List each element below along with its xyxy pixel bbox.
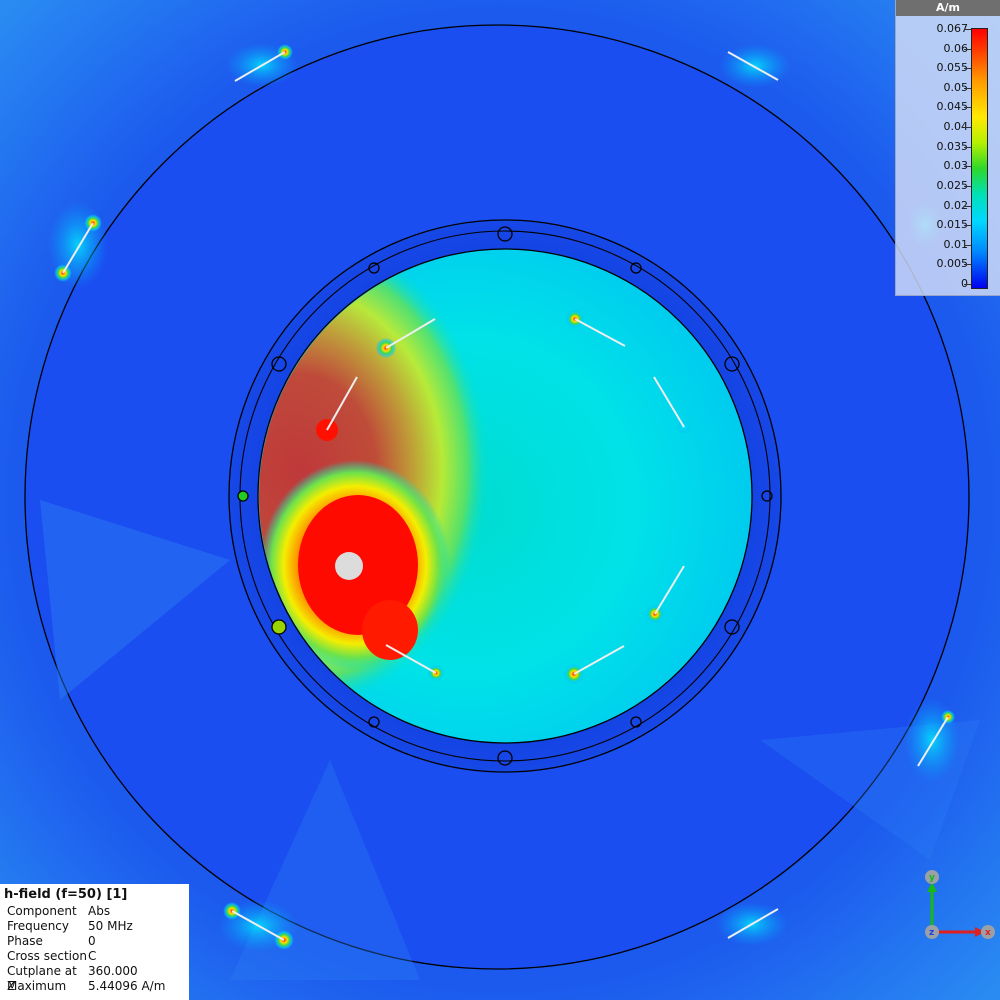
result-info-box: h-field (f=50) [1] Component Abs Frequency…: [0, 884, 189, 1000]
property-key: Maximum: [7, 979, 67, 993]
color-legend: A/m ▲ ▼ 0.0670.060.0550.050.0450.040.035…: [895, 0, 1000, 296]
bolt-hole: [271, 356, 287, 372]
x-axis-label: x: [985, 928, 991, 938]
probe-disk: [335, 552, 363, 580]
legend-unit: A/m: [896, 0, 1000, 16]
legend-tick-mark: [964, 48, 971, 50]
property-row: Cross section C: [4, 949, 189, 964]
legend-tick-label: 0.03: [943, 159, 969, 173]
y-axis-arrow-icon: [927, 882, 937, 892]
legend-tick-mark: [964, 29, 971, 30]
property-key: Component: [7, 904, 77, 918]
bolt-hole: [724, 356, 740, 372]
bolt-holes: [237, 226, 773, 766]
legend-tick-label: 0.005: [936, 257, 969, 271]
z-axis-badge: [925, 925, 939, 939]
property-value: 360.000: [88, 964, 138, 978]
property-value: 50 MHz: [88, 919, 133, 933]
legend-tick-label: 0.015: [936, 218, 969, 232]
legend-tick-mark: [964, 127, 971, 129]
property-value: C: [88, 949, 97, 963]
x-axis-arrow-icon: [975, 927, 985, 937]
property-key: Cross section: [7, 949, 87, 963]
property-key: Frequency: [7, 919, 69, 933]
field-streak: [40, 500, 230, 700]
legend-tick-mark: [964, 87, 971, 89]
y-axis-badge: [925, 870, 939, 884]
axis-triad[interactable]: y z x: [915, 866, 1000, 946]
legend-tick-label: 0.067: [936, 22, 969, 35]
legend-tick-label: 0.06: [943, 41, 969, 55]
legend-tick-label: 0.035: [936, 139, 969, 153]
legend-tick-mark: [964, 146, 971, 148]
bolt-hole: [237, 490, 249, 502]
legend-tick-mark: [964, 185, 971, 187]
result-title: h-field (f=50) [1]: [4, 887, 128, 902]
property-row: Frequency 50 MHz: [4, 919, 189, 934]
bolt-hole: [630, 262, 642, 274]
property-value: 0: [88, 934, 96, 948]
bolt-hole: [724, 619, 740, 635]
bolt-hole: [497, 226, 513, 242]
inner-elements: [316, 310, 691, 684]
property-row: Component Abs: [4, 904, 189, 919]
legend-tick-label: 0: [961, 278, 968, 290]
property-row: Maximum 5.44096 A/m: [4, 979, 189, 994]
bolt-hole: [368, 262, 380, 274]
legend-tick-mark: [964, 225, 971, 227]
bolt-hole: [368, 716, 380, 728]
bolt-hole: [271, 619, 287, 635]
outer-elements: [48, 43, 960, 952]
property-row: Cutplane at Z 360.000: [4, 964, 189, 993]
z-axis-label: z: [929, 928, 934, 938]
legend-tick-mark: [964, 244, 971, 246]
x-axis-badge: [981, 925, 995, 939]
colorbar: [971, 28, 988, 289]
property-value: 5.44096 A/m: [88, 979, 166, 993]
legend-tick-mark: [964, 264, 971, 266]
y-axis-label: y: [929, 873, 935, 883]
bolt-hole: [497, 750, 513, 766]
legend-tick-label: 0.04: [943, 120, 969, 134]
legend-tick-mark: [964, 68, 971, 70]
legend-tick-mark: [964, 166, 971, 168]
legend-tick-label: 0.045: [936, 100, 969, 114]
property-value: Abs: [88, 904, 111, 918]
result-properties: Component Abs Frequency 50 MHz Phase 0 Cross s…: [4, 904, 189, 994]
legend-tick-mark: [964, 284, 971, 285]
legend-tick-label: 0.025: [936, 178, 969, 192]
legend-tick-label: 0.055: [936, 61, 969, 75]
legend-tick-mark: [964, 107, 971, 109]
property-row: Phase 0: [4, 934, 189, 949]
hotspot-tail: [362, 600, 418, 660]
property-key: Phase: [7, 934, 43, 948]
property-key: Cutplane at Z: [7, 964, 77, 993]
bolt-hole: [761, 490, 773, 502]
legend-tick-label: 0.05: [943, 80, 969, 94]
legend-tick-label: 0.02: [943, 198, 969, 212]
bolt-hole: [630, 716, 642, 728]
legend-tick-label: 0.01: [943, 237, 969, 251]
legend-tick-mark: [964, 205, 971, 207]
